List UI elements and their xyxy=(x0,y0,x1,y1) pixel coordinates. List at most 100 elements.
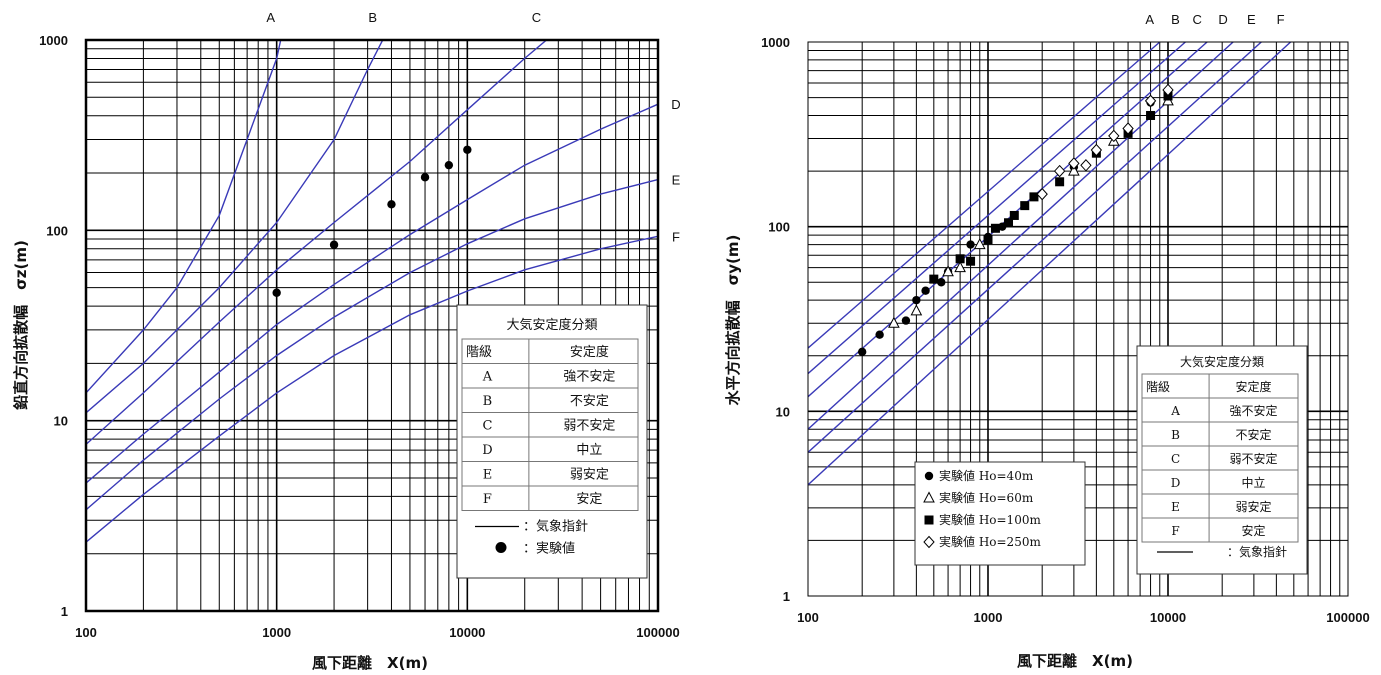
y-tick-label: 100 xyxy=(46,223,68,238)
data-point xyxy=(329,240,339,249)
data-point xyxy=(272,288,281,297)
sigma-z-class-labels: A B C D E F xyxy=(266,10,680,244)
sigma-z-points xyxy=(272,145,472,297)
legend-stability-name: 弱不安定 xyxy=(1230,451,1278,466)
marker-legend-label: 実験値 Ho=250m xyxy=(939,534,1041,549)
legend-point-sample xyxy=(495,542,507,553)
stability-curve-A xyxy=(808,42,1161,349)
legend-class-code: A xyxy=(482,370,493,385)
data-point xyxy=(857,347,867,357)
x-tick-label: 100000 xyxy=(1326,610,1369,625)
data-point xyxy=(937,278,946,287)
stability-class-label-D: D xyxy=(1218,12,1227,27)
stability-class-label-E: E xyxy=(1247,12,1256,27)
sigma-z-plot-frame xyxy=(84,38,660,613)
sigma-z-curves xyxy=(86,40,658,543)
data-point xyxy=(444,160,454,170)
stability-curve-B xyxy=(808,42,1186,375)
marker-legend-label: 実験値 Ho=40m xyxy=(939,468,1034,483)
x-tick-label: 10000 xyxy=(449,625,485,640)
stability-curve-A xyxy=(86,40,282,394)
y-tick-label: 1 xyxy=(61,604,68,619)
sigma-y-points xyxy=(857,83,1174,357)
legend-class-code: F xyxy=(483,492,492,507)
legend-frame xyxy=(456,304,648,579)
legend-line-label: ：気象指針 xyxy=(523,519,588,535)
data-point xyxy=(954,261,966,273)
data-point xyxy=(910,304,923,316)
data-point xyxy=(1162,83,1174,97)
data-point xyxy=(1020,201,1030,211)
legend-stability-name: 弱安定 xyxy=(570,468,609,483)
stability-class-label-B: B xyxy=(1171,12,1180,27)
stability-class-label-A: A xyxy=(1145,12,1154,27)
x-tick-label: 100 xyxy=(75,625,97,640)
legend-header-class: 階級 xyxy=(1146,379,1170,394)
data-point xyxy=(973,237,986,250)
legend-header-stability: 安定度 xyxy=(570,344,609,360)
legend-stability-name: 中立 xyxy=(1242,475,1266,490)
data-point xyxy=(1053,164,1066,178)
sigma-z-x-axis-title: 風下距離 X(m) xyxy=(312,654,428,672)
legend-class-code: A xyxy=(1170,404,1180,418)
legend-class-code: E xyxy=(483,468,493,483)
data-point xyxy=(463,145,472,154)
legend-title: 大気安定度分類 xyxy=(506,317,597,333)
data-point xyxy=(1080,159,1092,172)
data-point xyxy=(1144,94,1157,108)
y-tick-label: 10 xyxy=(776,404,790,419)
data-point xyxy=(1029,192,1039,202)
stability-class-label-C: C xyxy=(532,10,541,25)
data-point xyxy=(1055,177,1065,187)
data-point xyxy=(983,235,993,245)
legend-class-code: B xyxy=(483,394,493,409)
sigma-y-marker-legend: 実験値 Ho=40m 実験値 Ho=60m 実験値 Ho=100m 実験値 Ho=25… xyxy=(914,461,1086,566)
data-point xyxy=(955,254,965,264)
data-point xyxy=(1108,129,1120,143)
data-point xyxy=(990,223,1000,233)
sigma-z-y-axis-title: 鉛直方向拡散幅 σz(m) xyxy=(12,240,30,410)
y-tick-label: 10 xyxy=(54,414,68,429)
legend-stability-name: 中立 xyxy=(576,443,602,458)
marker-legend-frame xyxy=(914,461,1086,566)
marker-legend-label: 実験値 Ho=100m xyxy=(939,512,1041,527)
stability-curve-E xyxy=(808,42,1262,453)
x-tick-label: 10000 xyxy=(1150,610,1186,625)
y-tick-label: 1 xyxy=(783,589,790,604)
legend-title: 大気安定度分類 xyxy=(1180,354,1264,369)
data-point xyxy=(1146,110,1156,120)
legend-stability-name: 弱安定 xyxy=(1236,499,1272,514)
marker-legend-symbol xyxy=(924,471,934,481)
stability-class-label-A: A xyxy=(266,10,275,25)
sigma-z-tick-labels: 100 1000 10000 100000 1 10 100 1000 xyxy=(39,33,680,640)
data-point xyxy=(875,330,884,339)
sigma-y-tick-labels: 100 1000 10000 100000 1 10 100 1000 xyxy=(761,35,1370,625)
legend-header-stability: 安定度 xyxy=(1236,379,1272,394)
x-tick-label: 100 xyxy=(797,610,819,625)
stability-class-label-F: F xyxy=(1277,12,1285,27)
stability-curve-E xyxy=(86,178,658,511)
stability-class-label-F: F xyxy=(672,229,680,244)
legend-class-code: B xyxy=(1171,428,1180,442)
legend-class-code: E xyxy=(1171,500,1180,514)
y-tick-label: 100 xyxy=(768,220,790,235)
legend-class-code: D xyxy=(482,443,492,458)
sigma-y-curves xyxy=(808,42,1292,486)
stability-curve-C xyxy=(86,40,547,445)
stability-curve-F xyxy=(808,42,1292,486)
data-point xyxy=(1122,122,1134,135)
data-point xyxy=(966,240,975,249)
data-point xyxy=(1036,187,1048,201)
data-point xyxy=(387,200,396,209)
legend-table xyxy=(1141,373,1299,543)
stability-curve-F xyxy=(86,235,658,543)
data-point xyxy=(1090,143,1103,157)
data-point xyxy=(901,316,911,325)
x-tick-label: 100000 xyxy=(636,625,679,640)
